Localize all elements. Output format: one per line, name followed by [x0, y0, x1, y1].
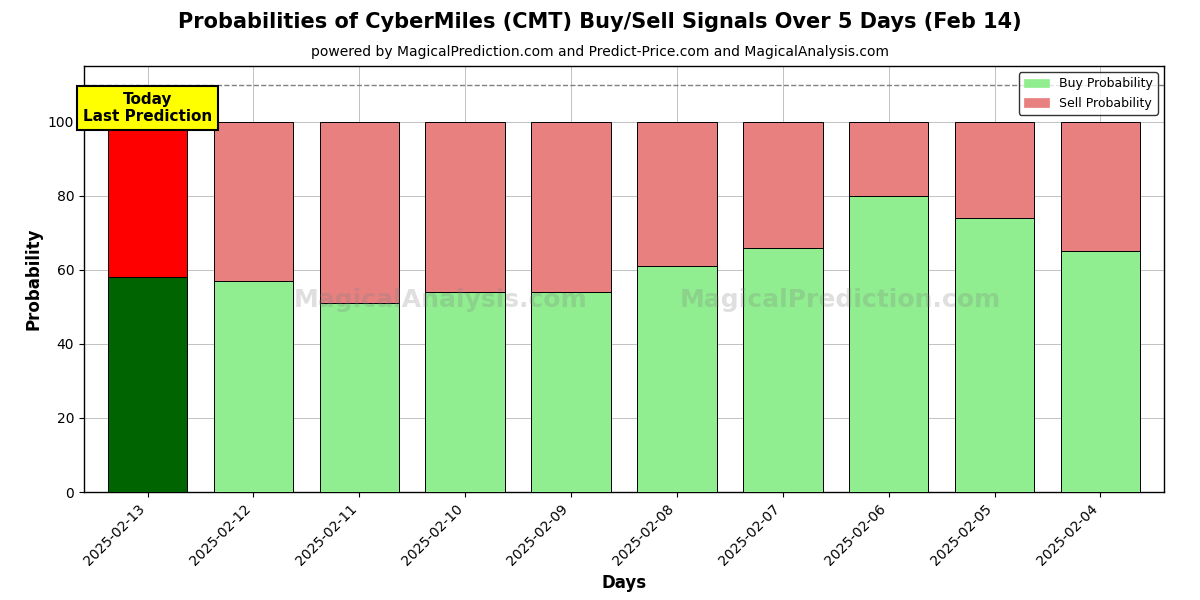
- Bar: [850, 196, 929, 492]
- Bar: [319, 122, 400, 303]
- Bar: [955, 122, 1034, 218]
- Bar: [426, 122, 505, 292]
- Bar: [1061, 251, 1140, 492]
- Text: Today
Last Prediction: Today Last Prediction: [83, 92, 212, 124]
- Bar: [637, 122, 716, 266]
- Text: MagicalAnalysis.com: MagicalAnalysis.com: [294, 288, 587, 312]
- Bar: [850, 122, 929, 196]
- Bar: [532, 122, 611, 292]
- Bar: [743, 248, 822, 492]
- Legend: Buy Probability, Sell Probability: Buy Probability, Sell Probability: [1019, 72, 1158, 115]
- Bar: [955, 218, 1034, 492]
- X-axis label: Days: Days: [601, 574, 647, 592]
- Text: Probabilities of CyberMiles (CMT) Buy/Sell Signals Over 5 Days (Feb 14): Probabilities of CyberMiles (CMT) Buy/Se…: [178, 12, 1022, 32]
- Bar: [532, 292, 611, 492]
- Bar: [108, 122, 187, 277]
- Bar: [214, 122, 293, 281]
- Text: MagicalPrediction.com: MagicalPrediction.com: [679, 288, 1001, 312]
- Y-axis label: Probability: Probability: [24, 228, 42, 330]
- Bar: [426, 292, 505, 492]
- Bar: [1061, 122, 1140, 251]
- Bar: [743, 122, 822, 248]
- Text: powered by MagicalPrediction.com and Predict-Price.com and MagicalAnalysis.com: powered by MagicalPrediction.com and Pre…: [311, 45, 889, 59]
- Bar: [108, 277, 187, 492]
- Bar: [637, 266, 716, 492]
- Bar: [214, 281, 293, 492]
- Bar: [319, 303, 400, 492]
